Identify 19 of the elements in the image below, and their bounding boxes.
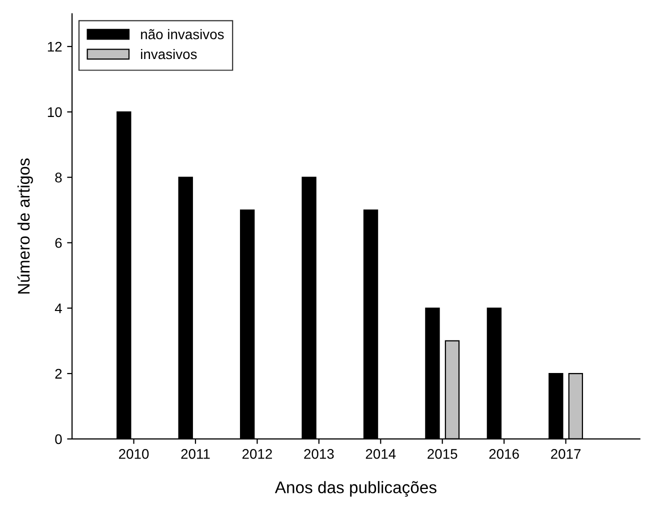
legend-label: não invasivos	[141, 29, 224, 40]
y-tick-label: 2	[55, 368, 62, 379]
y-tick-label: 8	[55, 172, 62, 182]
y-tick-label: 10	[48, 107, 62, 118]
x-tick-label: 2016	[489, 449, 519, 459]
y-axis-title: Número de artigos	[17, 158, 33, 294]
y-tick-label: 0	[55, 434, 62, 444]
y-tick-label: 4	[54, 304, 62, 314]
x-tick-label: 2015	[428, 449, 458, 459]
x-tick-label: 2017	[551, 449, 581, 459]
x-tick-label: 2012	[242, 449, 272, 459]
x-tick-label: 2011	[181, 449, 210, 459]
x-tick-label: 2010	[119, 449, 149, 459]
x-tick-label: 2013	[304, 449, 334, 459]
x-tick-label: 2014	[366, 449, 396, 459]
x-axis-title: Anos das publicações	[274, 481, 436, 497]
legend-label: invasivos	[141, 48, 197, 60]
y-tick-label: 6	[55, 238, 62, 248]
y-tick-label: 12	[48, 42, 62, 52]
